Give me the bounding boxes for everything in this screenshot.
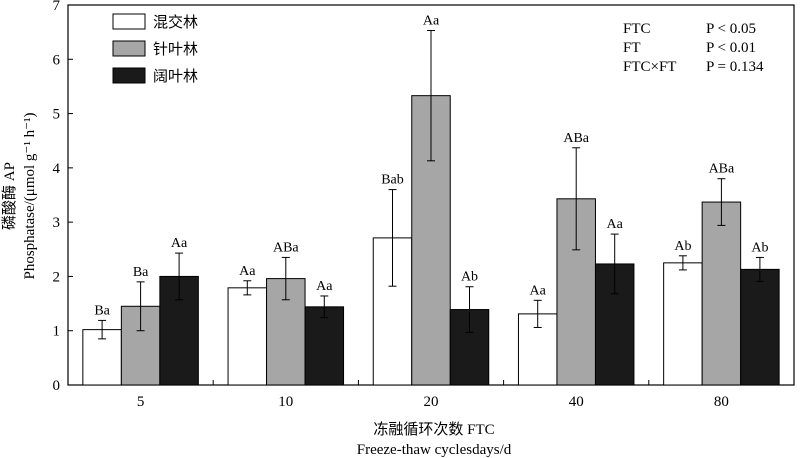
- x-axis-label-cn: 冻融循环次数 FTC: [373, 420, 494, 438]
- y-tick-label: 2: [53, 269, 61, 285]
- legend-label: 阔叶林: [153, 68, 198, 85]
- legend-swatch: [112, 67, 146, 84]
- x-tick-label: 80: [714, 394, 729, 410]
- stats-p-value: P = 0.134: [706, 59, 764, 75]
- legend-swatch: [112, 13, 146, 30]
- significance-label: Aa: [423, 14, 440, 29]
- legend-swatch: [112, 40, 146, 57]
- significance-label: Ab: [461, 270, 478, 285]
- significance-label: Ba: [94, 303, 110, 318]
- y-tick-label: 0: [53, 378, 61, 394]
- stats-term: FTC×FT: [623, 59, 676, 75]
- significance-label: ABa: [563, 131, 589, 146]
- y-tick-label: 3: [53, 215, 61, 231]
- legend-label: 混交林: [153, 13, 198, 31]
- stats-term: FT: [623, 40, 641, 56]
- bar: [701, 201, 742, 386]
- bars: [82, 95, 780, 386]
- x-tick-label: 10: [278, 394, 293, 410]
- y-tick-label: 5: [53, 107, 61, 123]
- significance-label: Aa: [171, 236, 188, 251]
- significance-label: Aa: [239, 264, 256, 279]
- y-tick-label: 1: [53, 324, 61, 340]
- significance-label: Ab: [674, 239, 691, 254]
- stats-p-value: P < 0.01: [706, 40, 756, 56]
- x-tick-label: 5: [137, 394, 145, 410]
- significance-label: Aa: [607, 217, 624, 232]
- bar: [227, 287, 268, 386]
- significance-labels: Ba Ba Aa Aa ABa Aa Bab Aa Ab Aa ABa Aa Ab ABa Ab: [94, 14, 768, 319]
- bar: [663, 262, 703, 386]
- error-bars: [98, 30, 764, 340]
- y-tick-label: 7: [53, 0, 61, 14]
- y-tick-label: 6: [53, 52, 61, 68]
- significance-label: ABa: [273, 240, 299, 255]
- stats-term: FTC: [623, 21, 651, 37]
- y-axis-label-cn: 磷酸酶 AP: [1, 162, 18, 230]
- bar: [740, 268, 780, 386]
- significance-label: Ba: [133, 265, 149, 280]
- y-axis-label-en: Phosphatase/(μmol g⁻¹ h⁻¹): [22, 112, 38, 279]
- significance-label: Bab: [381, 173, 404, 188]
- stats-p-value: P < 0.05: [706, 21, 756, 37]
- significance-label: ABa: [709, 162, 735, 177]
- bar: [304, 306, 345, 386]
- stats-annotation: FTC P < 0.05 FT P < 0.01 FTC×FT P = 0.134: [623, 21, 764, 75]
- x-axis-label-en: Freeze-thaw cyclesdays/d: [357, 442, 512, 458]
- x-tick-label: 20: [424, 394, 439, 410]
- significance-label: Aa: [316, 279, 333, 294]
- y-tick-label: 4: [53, 161, 61, 177]
- significance-label: Ab: [751, 240, 768, 255]
- significance-label: Aa: [530, 283, 547, 298]
- x-tick-label: 40: [569, 394, 584, 410]
- legend-label: 针叶林: [153, 41, 198, 58]
